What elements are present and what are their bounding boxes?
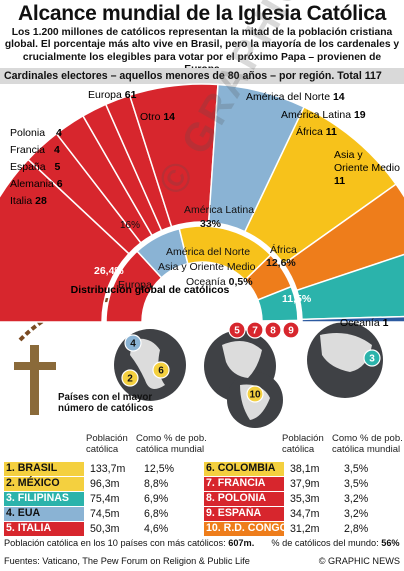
land-asia [320, 332, 372, 372]
section-bar: Cardinales electores – aquellos menores … [0, 68, 404, 84]
country-percent: 6,9% [144, 493, 169, 505]
map-marker-3 [363, 349, 381, 367]
chart-area: 4 2 6 5 7 8 9 10 3 [0, 83, 404, 428]
country-population: 96,3m [90, 478, 120, 490]
map-marker-7 [246, 321, 264, 339]
cross-horizontal [14, 362, 56, 370]
cardinal-seg-asia [295, 253, 404, 321]
table-row: 6. COLOMBIA 38,1m 3,5% [204, 462, 400, 477]
cross-vertical [30, 345, 39, 415]
map-marker-label-7: 7 [252, 326, 258, 337]
catholics-arc [105, 225, 299, 323]
country-name: 1. BRASIL [4, 462, 84, 476]
country-name: 3. FILIPINAS [4, 492, 84, 506]
table-row: 10. R.D. CONGO 31,2m 2,8% [204, 522, 400, 537]
table-row: 7. FRANCIA 37,9m 3,5% [204, 477, 400, 492]
country-name: 10. R.D. CONGO [204, 522, 288, 536]
country-population: 133,7m [90, 463, 126, 475]
cardinal-seg-africa [282, 183, 404, 292]
country-name: 4. EUA [4, 507, 84, 521]
map-marker-4 [124, 334, 142, 352]
catholic-seg-oceania [261, 319, 299, 323]
country-population: 34,7m [290, 508, 320, 520]
country-name: 8. POLONIA [204, 492, 284, 506]
table-row: 5. ITALIA 50,3m 4,6% [4, 522, 200, 537]
summary-right: % de católicos del mundo: [271, 538, 382, 548]
table-header-right-pct: Como % de pob. católica mundial [332, 433, 403, 455]
map-markers: 4 2 6 5 7 8 9 10 3 [121, 321, 381, 403]
table-row: 8. POLONIA 35,3m 3,2% [204, 492, 400, 507]
country-population: 50,3m [90, 523, 120, 535]
country-population: 74,5m [90, 508, 120, 520]
globes [114, 322, 383, 428]
country-population: 75,4m [90, 493, 120, 505]
map-marker-label-4: 4 [130, 339, 136, 350]
map-marker-9 [282, 321, 300, 339]
country-population: 37,9m [290, 478, 320, 490]
map-legend: Países con el mayor número de católicos [58, 392, 154, 414]
land-europe [222, 341, 262, 378]
map-marker-label-8: 8 [270, 326, 276, 337]
map-marker-label-5: 5 [234, 326, 240, 337]
country-percent: 3,5% [344, 463, 369, 475]
table-row: 9. ESPAÑA 34,7m 3,2% [204, 507, 400, 522]
country-percent: 4,6% [144, 523, 169, 535]
summary-left-value: 607m. [228, 538, 255, 548]
map-marker-8 [264, 321, 282, 339]
sources: Fuentes: Vaticano, The Pew Forum on Reli… [4, 556, 250, 566]
cardinals-arc [0, 83, 404, 323]
map-marker-label-9: 9 [288, 326, 294, 337]
table-row: 4. EUA 74,5m 6,8% [4, 507, 200, 522]
table-header-left-pop: Población católica [86, 433, 128, 455]
cardinals-chart-title: Cardinales electores – aquellos menores … [4, 70, 382, 82]
map-marker-label-2: 2 [127, 374, 133, 385]
map-marker-10 [246, 385, 264, 403]
country-name: 7. FRANCIA [204, 477, 284, 491]
map-marker-6 [152, 361, 170, 379]
country-percent: 8,8% [144, 478, 169, 490]
country-percent: 3,2% [344, 508, 369, 520]
country-population: 31,2m [290, 523, 320, 535]
country-percent: 12,5% [144, 463, 175, 475]
country-name: 9. ESPAÑA [204, 507, 284, 521]
country-percent: 3,5% [344, 478, 369, 490]
cardinal-seg-oceania [301, 315, 404, 323]
map-marker-5 [228, 321, 246, 339]
table-row: 1. BRASIL 133,7m 12,5% [4, 462, 200, 477]
table-row: 2. MÉXICO 96,3m 8,8% [4, 477, 200, 492]
map-marker-label-6: 6 [158, 366, 164, 377]
summary-right-value: 56% [381, 538, 400, 548]
map-marker-label-10: 10 [249, 390, 261, 401]
country-name: 2. MÉXICO [4, 477, 84, 491]
country-population: 38,1m [290, 463, 320, 475]
table-header-left-pct: Como % de pob. católica mundial [136, 433, 207, 455]
country-population: 35,3m [290, 493, 320, 505]
table-row: 3. FILIPINAS 75,4m 6,9% [4, 492, 200, 507]
summary-left: Población católica en los 10 países con … [4, 538, 229, 548]
country-percent: 2,8% [344, 523, 369, 535]
country-name: 5. ITALIA [4, 522, 84, 536]
country-percent: 3,2% [344, 493, 369, 505]
map-marker-label-3: 3 [369, 354, 375, 365]
brand-credit: © GRAPHIC NEWS [318, 556, 400, 566]
summary-line: Población católica en los 10 países con … [4, 538, 400, 548]
country-name: 6. COLOMBIA [204, 462, 284, 476]
map-marker-2 [121, 369, 139, 387]
country-percent: 6,8% [144, 508, 169, 520]
table-header-right-pop: Población católica [282, 433, 324, 455]
page-title: Alcance mundial de la Iglesia Católica [18, 2, 386, 25]
